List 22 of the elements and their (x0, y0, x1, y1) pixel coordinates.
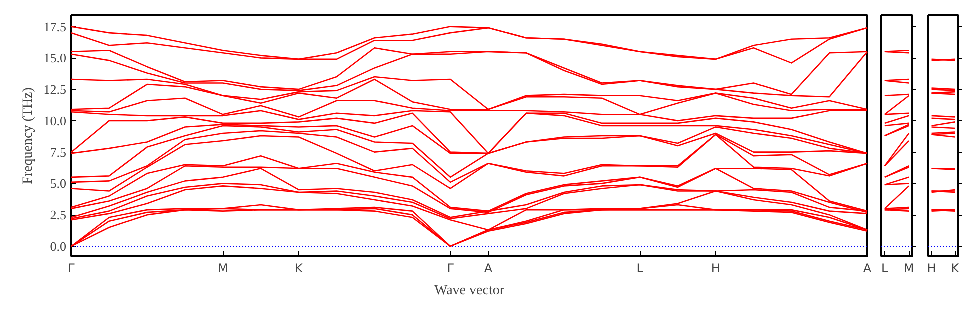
y-tick-label: 5.0 (50, 176, 66, 192)
y-tick-label: 10.0 (44, 113, 66, 128)
x-tick-label: L (882, 262, 889, 276)
y-tick-label: 2.5 (50, 208, 66, 223)
x-tick-label: L (636, 262, 644, 276)
y-tick-label: 17.5 (44, 19, 66, 34)
y-tick-label: 0.0 (50, 238, 66, 254)
y-tick-label: 15.0 (44, 50, 66, 66)
x-tick-label: K (951, 262, 960, 276)
x-tick-label: A (863, 262, 872, 276)
x-tick-label: K (294, 262, 304, 276)
y-tick-label: 7.5 (50, 144, 66, 160)
x-tick-label: H (927, 262, 936, 276)
x-tick-label: Γ (68, 262, 76, 276)
x-tick-label: A (484, 262, 494, 276)
y-tick-label: 12.5 (44, 82, 66, 98)
x-tick-label: Γ (447, 262, 454, 276)
x-tick-label: H (711, 262, 720, 276)
y-axis-title: Frequency (THz) (20, 87, 36, 184)
x-tick-label: M (904, 262, 914, 276)
x-tick-label: M (218, 262, 228, 276)
x-axis-title: Wave vector (434, 284, 505, 298)
